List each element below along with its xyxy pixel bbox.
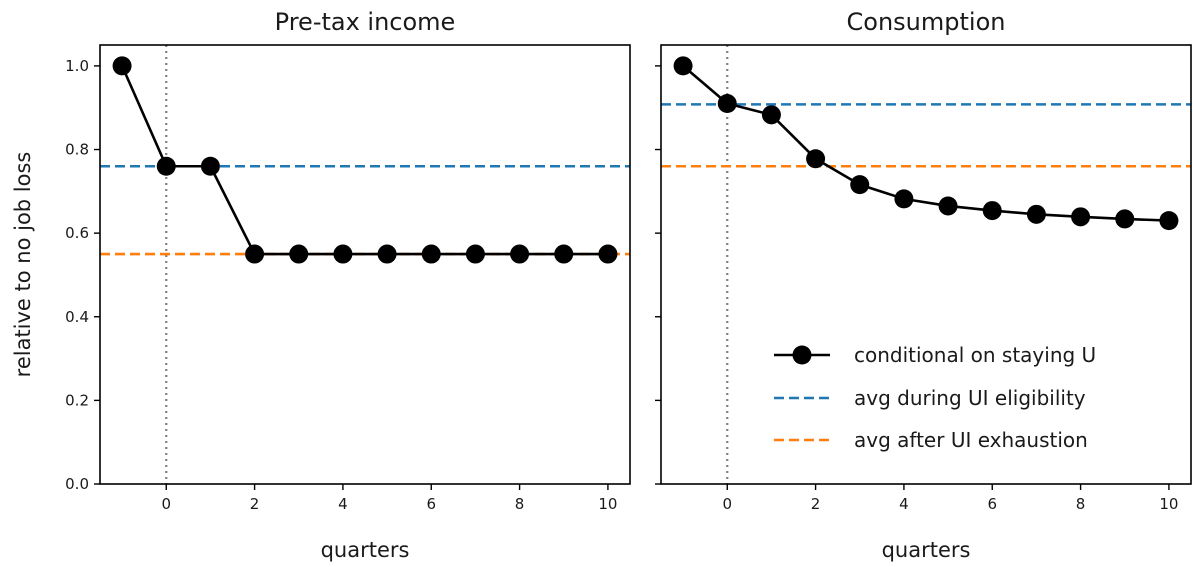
x-tick-label: 4 [338, 495, 348, 513]
series-line [682, 64, 1169, 222]
x-tick-label: 6 [987, 495, 997, 513]
y-tick-label: 0.0 [65, 475, 89, 493]
data-point [806, 149, 826, 169]
chart-panel-2: Consumption quarters 0 2 4 6 8 10 conditional on… [655, 8, 1192, 562]
series-line [120, 65, 608, 256]
legend-item-1: conditional on staying U [774, 343, 1096, 367]
data-point [1071, 207, 1091, 227]
data-point [850, 175, 870, 195]
x-tick-label: 2 [250, 495, 260, 513]
data-point [377, 244, 397, 264]
plot-frame [99, 44, 631, 485]
y-tick-label: 1.0 [65, 57, 89, 75]
x-axis-label: quarters [321, 538, 410, 562]
y-tick-label: 0.2 [65, 391, 89, 409]
chart-panel-1: Pre-tax income quarters relative to no job… [11, 8, 631, 562]
data-point [673, 56, 693, 76]
data-point [598, 244, 618, 264]
data-point [982, 201, 1002, 221]
chart-title: Pre-tax income [275, 8, 456, 36]
legend-label: avg after UI exhaustion [854, 428, 1088, 452]
data-point [245, 244, 265, 264]
data-point [938, 196, 958, 216]
data-point [333, 244, 353, 264]
x-tick-label: 6 [426, 495, 436, 513]
x-tick-label: 2 [811, 495, 821, 513]
x-axis-label: quarters [882, 538, 971, 562]
data-point [1026, 204, 1046, 224]
data-point [1115, 209, 1135, 229]
x-tick-label: 10 [598, 495, 617, 513]
data-point [156, 156, 176, 176]
x-tick-label: 8 [515, 495, 525, 513]
data-point [421, 244, 441, 264]
plot-area [100, 45, 630, 484]
data-point [465, 244, 485, 264]
data-point [761, 105, 781, 125]
y-tick-label: 0.4 [65, 308, 89, 326]
x-tick-label: 8 [1076, 495, 1086, 513]
data-point [717, 94, 737, 114]
y-tick-label: 0.6 [65, 224, 89, 242]
legend-item-3: avg after UI exhaustion [774, 428, 1088, 452]
y-axis-label: relative to no job loss [11, 152, 35, 378]
legend: conditional on staying U avg during UI el… [774, 343, 1096, 452]
legend-marker [792, 345, 812, 365]
legend-label: conditional on staying U [854, 343, 1096, 367]
data-point [510, 244, 530, 264]
x-tick-label: 0 [161, 495, 171, 513]
y-tick-label: 0.8 [65, 141, 89, 159]
legend-item-2: avg during UI eligibility [774, 386, 1086, 410]
data-point [200, 156, 220, 176]
data-point [894, 189, 914, 209]
data-point [289, 244, 309, 264]
data-point [1159, 211, 1179, 231]
plot-area [661, 45, 1191, 484]
data-point [112, 56, 132, 76]
x-tick-label: 0 [722, 495, 732, 513]
x-tick-label: 10 [1159, 495, 1178, 513]
data-point [554, 244, 574, 264]
plot-frame [660, 44, 1192, 485]
legend-label: avg during UI eligibility [854, 386, 1086, 410]
x-tick-label: 4 [899, 495, 909, 513]
chart-title: Consumption [847, 8, 1006, 36]
